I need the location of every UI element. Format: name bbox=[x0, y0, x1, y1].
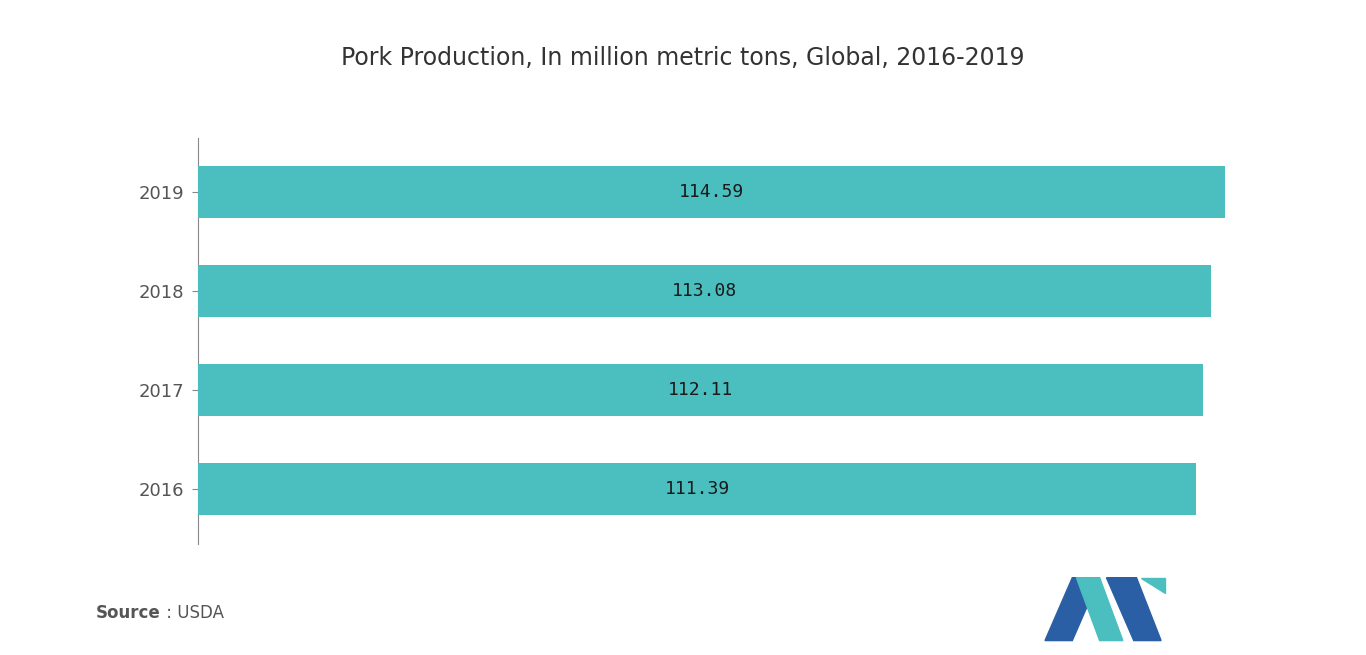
Polygon shape bbox=[1045, 578, 1100, 641]
Text: Source: Source bbox=[96, 605, 160, 622]
Bar bbox=[198, 364, 1202, 416]
Text: Pork Production, In million metric tons, Global, 2016-2019: Pork Production, In million metric tons,… bbox=[342, 46, 1024, 70]
Text: 112.11: 112.11 bbox=[668, 381, 734, 399]
Bar bbox=[198, 166, 1225, 217]
Text: 113.08: 113.08 bbox=[672, 282, 738, 300]
Polygon shape bbox=[1141, 578, 1165, 593]
Polygon shape bbox=[1106, 578, 1161, 641]
Polygon shape bbox=[1076, 578, 1123, 641]
Text: : USDA: : USDA bbox=[161, 605, 224, 622]
Text: 114.59: 114.59 bbox=[679, 183, 744, 201]
Bar bbox=[198, 265, 1212, 317]
Text: 111.39: 111.39 bbox=[664, 480, 729, 498]
Bar bbox=[198, 464, 1197, 515]
